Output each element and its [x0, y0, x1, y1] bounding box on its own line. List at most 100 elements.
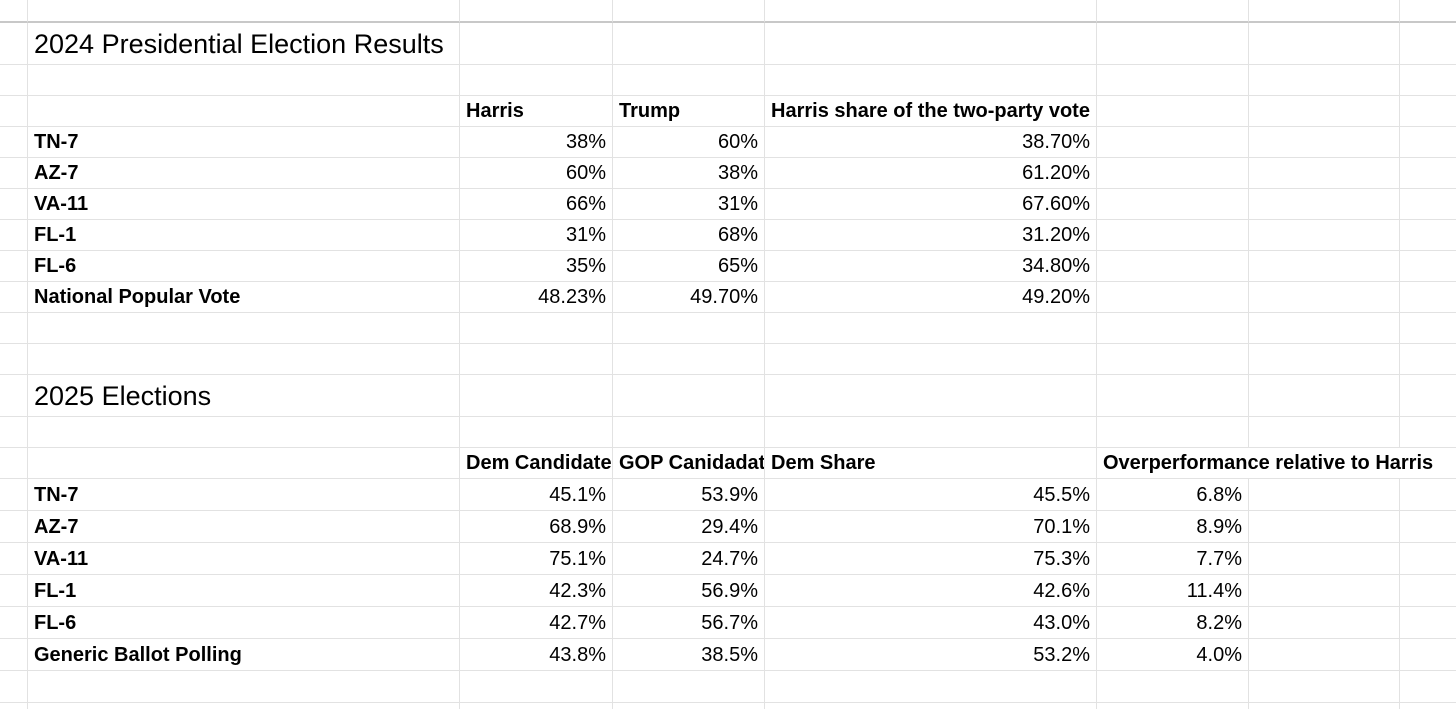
empty-cell[interactable]: [28, 703, 460, 709]
trump-value-cell[interactable]: 65%: [613, 251, 765, 282]
harris-share-value-cell[interactable]: 34.80%: [765, 251, 1097, 282]
empty-cell[interactable]: [28, 0, 460, 23]
empty-cell[interactable]: [765, 671, 1097, 703]
empty-cell[interactable]: [0, 96, 28, 127]
empty-cell[interactable]: [613, 344, 765, 375]
harris-value-cell[interactable]: 60%: [460, 158, 613, 189]
empty-cell[interactable]: [0, 0, 28, 23]
empty-cell[interactable]: [1400, 189, 1456, 220]
empty-cell[interactable]: [1400, 23, 1456, 65]
empty-cell[interactable]: [1249, 671, 1400, 703]
gop-value-cell[interactable]: 56.7%: [613, 607, 765, 639]
dem-share-value-cell[interactable]: 75.3%: [765, 543, 1097, 575]
empty-cell[interactable]: [460, 0, 613, 23]
empty-cell[interactable]: [0, 127, 28, 158]
harris-value-cell[interactable]: 38%: [460, 127, 613, 158]
trump-value-cell[interactable]: 31%: [613, 189, 765, 220]
empty-cell[interactable]: [1097, 313, 1249, 344]
empty-cell[interactable]: [0, 23, 28, 65]
row-label[interactable]: VA-11: [28, 543, 460, 575]
gop-value-cell[interactable]: 56.9%: [613, 575, 765, 607]
empty-cell[interactable]: [1097, 703, 1249, 709]
empty-cell[interactable]: [0, 543, 28, 575]
empty-cell[interactable]: [1249, 282, 1400, 313]
empty-cell[interactable]: [1249, 639, 1400, 671]
dem-share-value-cell[interactable]: 43.0%: [765, 607, 1097, 639]
empty-cell[interactable]: [1400, 511, 1456, 543]
dem-share-value-cell[interactable]: 45.5%: [765, 479, 1097, 511]
row-label[interactable]: FL-1: [28, 220, 460, 251]
empty-cell[interactable]: [1400, 607, 1456, 639]
row-label[interactable]: TN-7: [28, 479, 460, 511]
row-label[interactable]: FL-6: [28, 607, 460, 639]
empty-cell[interactable]: [0, 575, 28, 607]
empty-cell[interactable]: [1097, 417, 1249, 448]
empty-cell[interactable]: [28, 313, 460, 344]
row-label[interactable]: FL-1: [28, 575, 460, 607]
gop-value-cell[interactable]: 38.5%: [613, 639, 765, 671]
empty-cell[interactable]: [1400, 313, 1456, 344]
empty-cell[interactable]: [613, 0, 765, 23]
row-label[interactable]: Generic Ballot Polling: [28, 639, 460, 671]
empty-cell[interactable]: [613, 23, 765, 65]
empty-cell[interactable]: [0, 511, 28, 543]
header-gop-candidate[interactable]: GOP Canidadat: [613, 448, 765, 479]
empty-cell[interactable]: [28, 65, 460, 96]
empty-cell[interactable]: [28, 417, 460, 448]
empty-cell[interactable]: [460, 344, 613, 375]
empty-cell[interactable]: [1400, 220, 1456, 251]
empty-cell[interactable]: [0, 448, 28, 479]
empty-cell[interactable]: [460, 417, 613, 448]
harris-share-value-cell[interactable]: 31.20%: [765, 220, 1097, 251]
empty-cell[interactable]: [1249, 344, 1400, 375]
trump-value-cell[interactable]: 60%: [613, 127, 765, 158]
empty-cell[interactable]: [28, 96, 460, 127]
empty-cell[interactable]: [1097, 189, 1249, 220]
empty-cell[interactable]: [0, 158, 28, 189]
empty-cell[interactable]: [1097, 0, 1249, 23]
empty-cell[interactable]: [0, 607, 28, 639]
empty-cell[interactable]: [1400, 417, 1456, 448]
empty-cell[interactable]: [1249, 220, 1400, 251]
empty-cell[interactable]: [1249, 479, 1400, 511]
empty-cell[interactable]: [1097, 251, 1249, 282]
header-trump[interactable]: Trump: [613, 96, 765, 127]
empty-cell[interactable]: [0, 479, 28, 511]
empty-cell[interactable]: [1097, 671, 1249, 703]
empty-cell[interactable]: [1249, 158, 1400, 189]
empty-cell[interactable]: [765, 0, 1097, 23]
overperformance-value-cell[interactable]: 7.7%: [1097, 543, 1249, 575]
empty-cell[interactable]: [1249, 313, 1400, 344]
empty-cell[interactable]: [1400, 0, 1456, 23]
empty-cell[interactable]: [1249, 575, 1400, 607]
empty-cell[interactable]: [0, 417, 28, 448]
empty-cell[interactable]: [1400, 158, 1456, 189]
harris-share-value-cell[interactable]: 38.70%: [765, 127, 1097, 158]
empty-cell[interactable]: [765, 65, 1097, 96]
harris-share-value-cell[interactable]: 67.60%: [765, 189, 1097, 220]
row-label[interactable]: TN-7: [28, 127, 460, 158]
empty-cell[interactable]: [613, 703, 765, 709]
harris-share-value-cell[interactable]: 61.20%: [765, 158, 1097, 189]
overperformance-value-cell[interactable]: 4.0%: [1097, 639, 1249, 671]
dem-value-cell[interactable]: 42.3%: [460, 575, 613, 607]
empty-cell[interactable]: [0, 639, 28, 671]
empty-cell[interactable]: [1400, 575, 1456, 607]
empty-cell[interactable]: [1400, 251, 1456, 282]
empty-cell[interactable]: [765, 23, 1097, 65]
empty-cell[interactable]: [1400, 282, 1456, 313]
empty-cell[interactable]: [28, 448, 460, 479]
empty-cell[interactable]: [1400, 96, 1456, 127]
empty-cell[interactable]: [28, 344, 460, 375]
empty-cell[interactable]: [1400, 671, 1456, 703]
harris-value-cell[interactable]: 66%: [460, 189, 613, 220]
empty-cell[interactable]: [0, 65, 28, 96]
empty-cell[interactable]: [1097, 65, 1249, 96]
empty-cell[interactable]: [0, 220, 28, 251]
gop-value-cell[interactable]: 24.7%: [613, 543, 765, 575]
row-label[interactable]: AZ-7: [28, 158, 460, 189]
harris-value-cell[interactable]: 35%: [460, 251, 613, 282]
empty-cell[interactable]: [1400, 703, 1456, 709]
empty-cell[interactable]: [765, 375, 1097, 417]
dem-share-value-cell[interactable]: 70.1%: [765, 511, 1097, 543]
